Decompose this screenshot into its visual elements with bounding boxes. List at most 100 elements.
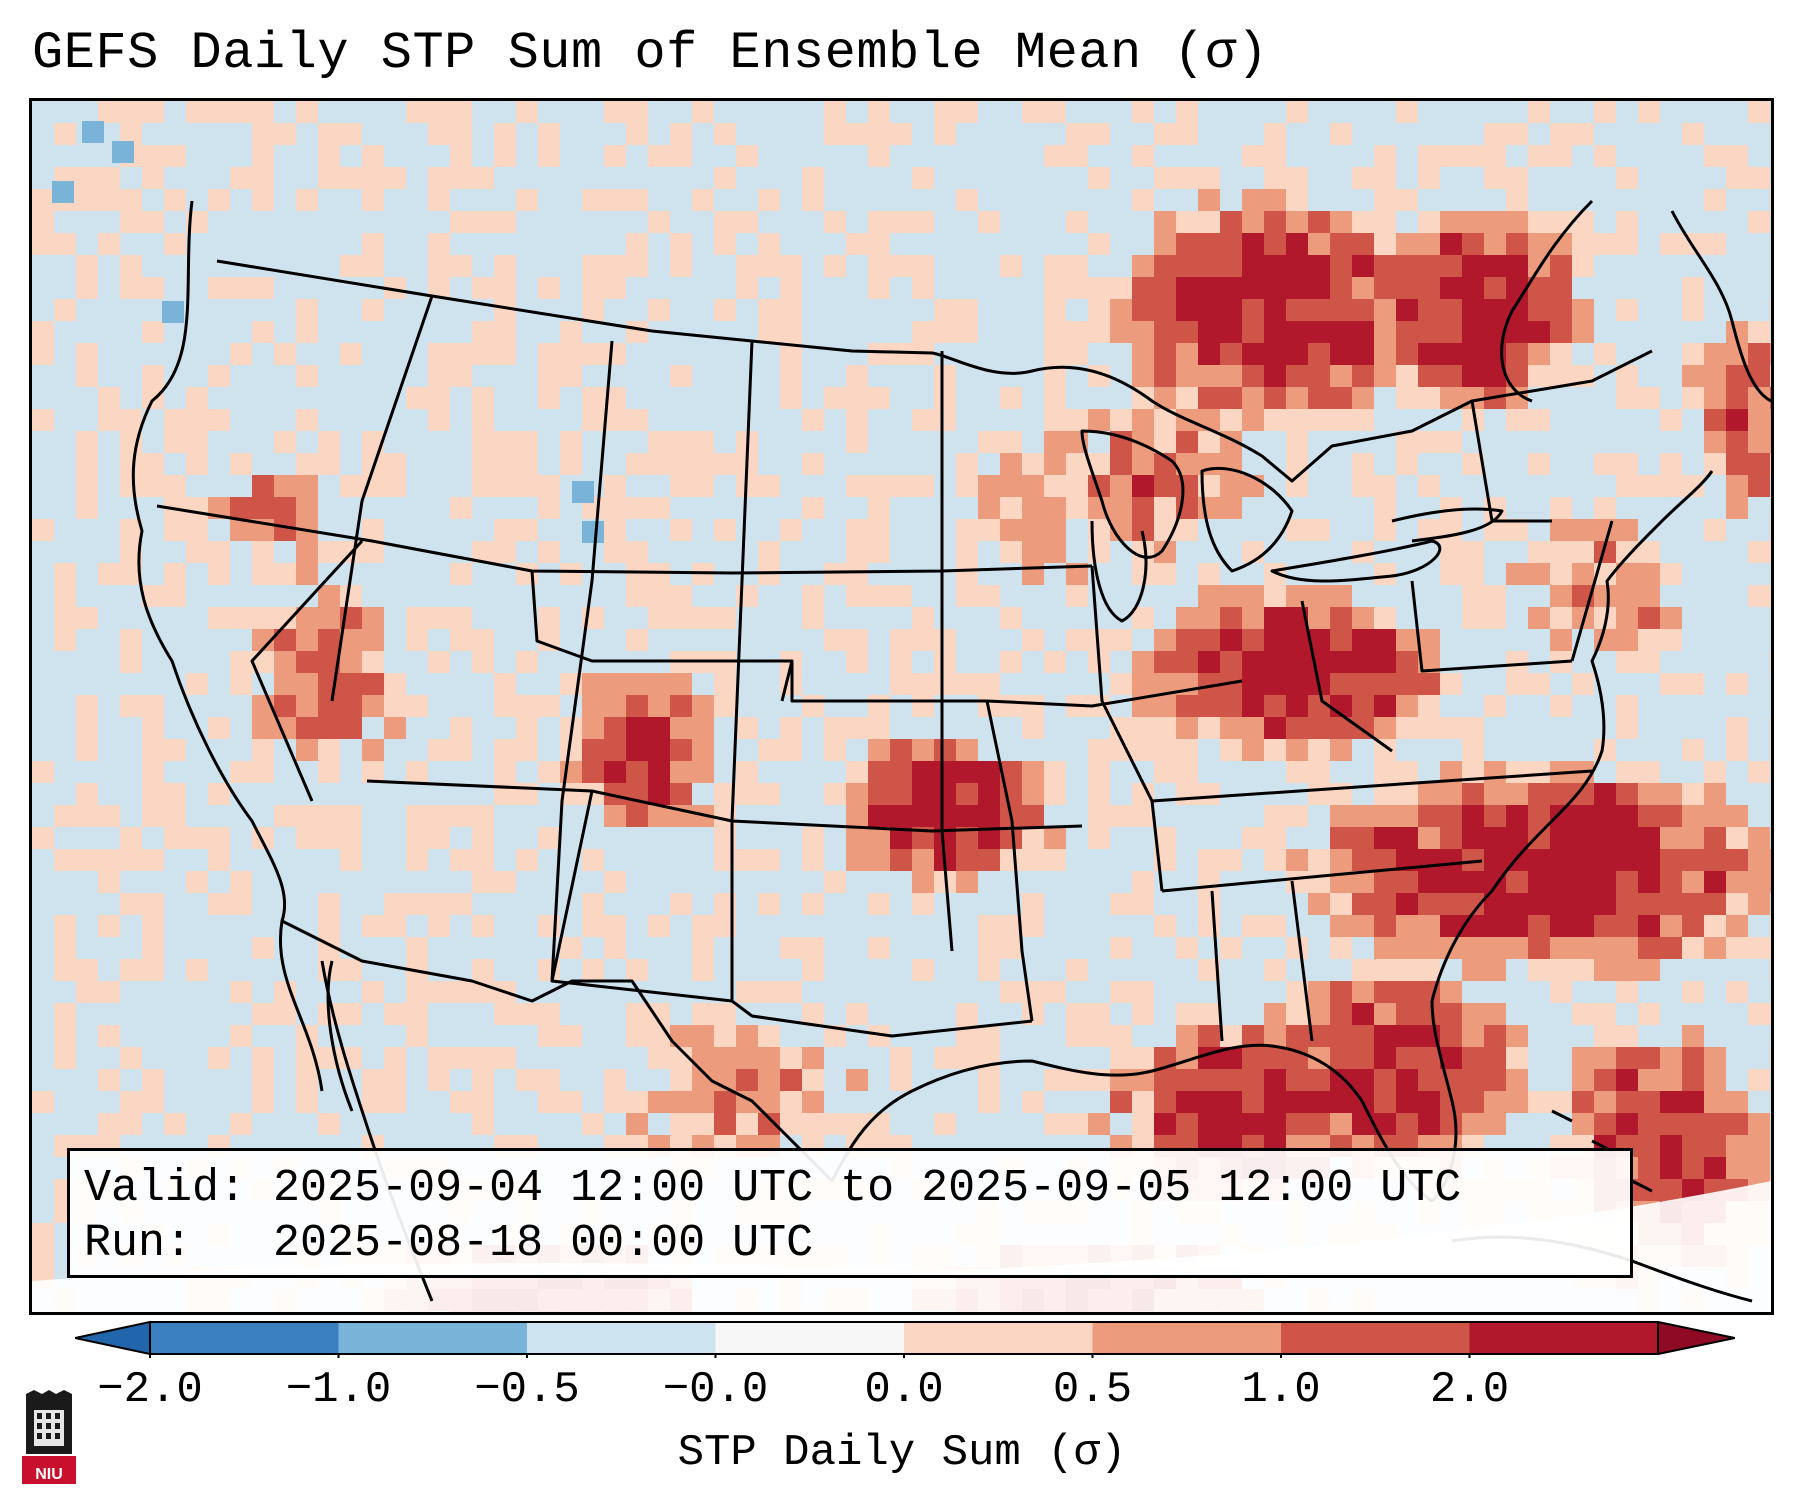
stp-cell [1154, 167, 1176, 189]
stp-cell [1286, 453, 1308, 475]
stp-cell [1616, 805, 1638, 827]
stp-cell [1726, 849, 1748, 871]
stp-cell [296, 827, 318, 849]
stp-cell [1682, 1069, 1704, 1091]
stp-cell [736, 849, 758, 871]
stp-cell [1264, 739, 1286, 761]
stp-cell [1528, 277, 1550, 299]
stp-cell [1352, 915, 1374, 937]
stp-cell [1396, 431, 1418, 453]
stp-cell [1066, 475, 1088, 497]
stp-cell [1506, 189, 1528, 211]
stp-cell [1682, 277, 1704, 299]
stp-cell [296, 1069, 318, 1091]
stp-cell [1264, 123, 1286, 145]
stp-cell [1616, 1091, 1638, 1113]
stp-cell [1462, 1091, 1484, 1113]
stp-cell [912, 827, 934, 849]
stp-cell [1022, 541, 1044, 563]
stp-cell [1440, 915, 1462, 937]
stp-cell [186, 541, 208, 563]
stp-cell [714, 1025, 736, 1047]
stp-cell [956, 673, 978, 695]
stp-cell [1352, 1113, 1374, 1135]
stp-cell [1198, 563, 1220, 585]
stp-cell [1154, 299, 1176, 321]
stp-cell [362, 673, 384, 695]
stp-cell [362, 739, 384, 761]
stp-cell [186, 871, 208, 893]
stp-cell [1748, 409, 1770, 431]
stp-cell [1484, 915, 1506, 937]
stp-cell [1704, 1069, 1726, 1091]
stp-cell [1000, 387, 1022, 409]
stp-cell [1176, 321, 1198, 343]
stp-cell [494, 695, 516, 717]
stp-cell [1440, 849, 1462, 871]
stp-cell [1770, 453, 1771, 475]
stp-cell [1066, 321, 1088, 343]
stp-cell [824, 871, 846, 893]
stp-cell [208, 1047, 230, 1069]
run-value: 2025-08-18 00:00 UTC [273, 1218, 814, 1269]
stp-cell [1506, 1047, 1528, 1069]
stp-cell [1748, 1069, 1770, 1091]
stp-cell [1726, 1091, 1748, 1113]
stp-cell [120, 849, 142, 871]
stp-cell [1528, 937, 1550, 959]
stp-cell [384, 717, 406, 739]
stp-cell [1044, 321, 1066, 343]
stp-cell [890, 783, 912, 805]
stp-cell [1066, 277, 1088, 299]
stp-cell [1176, 1003, 1198, 1025]
stp-cell [318, 453, 340, 475]
stp-cell [450, 563, 472, 585]
stp-cell [670, 739, 692, 761]
stp-cell [1220, 849, 1242, 871]
stp-cell [780, 519, 802, 541]
stp-cell [362, 1091, 384, 1113]
stp-cell [1682, 123, 1704, 145]
stp-cell [164, 783, 186, 805]
stp-cell [1110, 1047, 1132, 1069]
stp-cell [450, 893, 472, 915]
stp-cell [604, 497, 626, 519]
stp-cell [208, 607, 230, 629]
stp-cell [1572, 255, 1594, 277]
stp-cell [1748, 387, 1770, 409]
stp-cell [1088, 299, 1110, 321]
stp-cell [538, 1025, 560, 1047]
stp-cell [1396, 871, 1418, 893]
stp-cell [1110, 475, 1132, 497]
stp-cell [1462, 1003, 1484, 1025]
stp-cell [1748, 871, 1770, 893]
map-panel[interactable] [29, 98, 1774, 1315]
stp-cell [978, 849, 1000, 871]
stp-cell [868, 123, 890, 145]
stp-cell [230, 893, 252, 915]
stp-cell [604, 915, 626, 937]
stp-cell [1374, 1003, 1396, 1025]
stp-cell [1264, 409, 1286, 431]
stp-cell [1440, 1025, 1462, 1047]
stp-cell [1660, 409, 1682, 431]
stp-cell [1264, 585, 1286, 607]
stp-cell [1330, 915, 1352, 937]
stp-cell [76, 453, 98, 475]
stp-cell [296, 497, 318, 519]
stp-cell [1550, 959, 1572, 981]
stp-cell [494, 145, 516, 167]
stp-cell [1110, 1091, 1132, 1113]
stp-cell [450, 123, 472, 145]
stp-cell [1528, 607, 1550, 629]
stp-cell [1704, 1091, 1726, 1113]
stp-cell [98, 871, 120, 893]
stp-cell [912, 409, 934, 431]
stp-cell [1352, 827, 1374, 849]
stp-cell [626, 585, 648, 607]
stp-cell [472, 475, 494, 497]
stp-cell [1396, 189, 1418, 211]
stp-cell [1374, 189, 1396, 211]
stp-cell [1506, 893, 1528, 915]
stp-cell [1066, 585, 1088, 607]
